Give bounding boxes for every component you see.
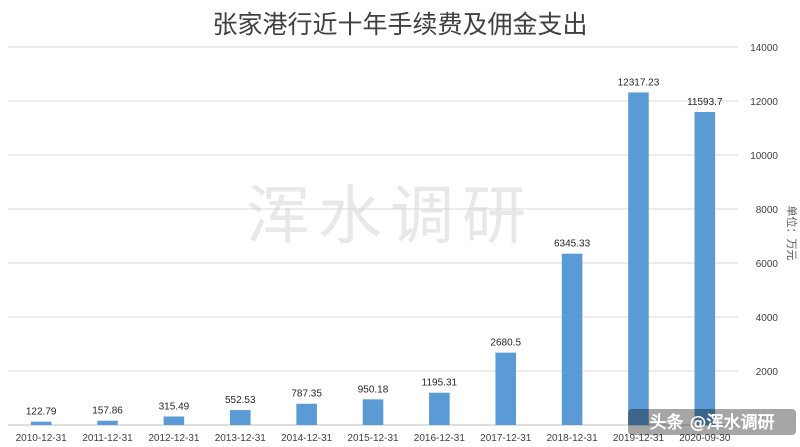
x-axis: 2010-12-31 2011-12-31 2012-12-31 2013-12-31…: [16, 433, 731, 444]
x-tick-label: 2013-12-31: [215, 433, 267, 444]
y-axis: 2000 4000 6000 8000 10000 12000 14000: [750, 43, 778, 378]
data-labels: 122.79 157.86 315.49 552.53 787.35 950.18 1195…: [26, 77, 723, 417]
data-label: 315.49: [159, 401, 190, 412]
x-tick-label: 2019-12-31: [613, 433, 665, 444]
x-tick-label: 2018-12-31: [547, 433, 599, 444]
y-tick-label: 2000: [756, 367, 779, 378]
data-label: 2680.5: [490, 338, 521, 349]
x-tick-label: 2011-12-31: [82, 433, 133, 444]
bar: [97, 420, 118, 425]
data-label: 552.53: [225, 395, 256, 406]
source-badge-bg: [628, 409, 796, 435]
x-tick-label: 2010-12-31: [16, 433, 68, 444]
y-tick-label: 8000: [756, 205, 779, 216]
bar: [229, 410, 251, 425]
source-badge: 头条 @浑水调研: [628, 409, 796, 435]
gridlines: [8, 46, 738, 426]
x-tick-label: 2015-12-31: [347, 433, 399, 444]
x-tick-label: 2012-12-31: [148, 433, 200, 444]
data-label: 122.79: [26, 407, 57, 418]
y-tick-label: 6000: [756, 259, 779, 270]
bar: [694, 111, 716, 426]
bar: [296, 403, 317, 425]
x-tick-label: 2020-09-30: [679, 433, 731, 444]
y-tick-label: 10000: [750, 151, 778, 162]
bar: [628, 92, 649, 426]
data-label: 6345.33: [554, 239, 591, 250]
data-label: 157.86: [92, 406, 123, 417]
x-tick-label: 2016-12-31: [414, 433, 466, 444]
bar: [429, 392, 450, 425]
y-tick-label: 4000: [756, 313, 779, 324]
source-badge-text: 头条 @浑水调研: [650, 412, 775, 433]
bar: [495, 352, 517, 425]
y-axis-label: 单位：万元: [785, 206, 799, 261]
chart-title: 张家港行近十年手续费及佣金支出: [212, 10, 587, 39]
data-label: 12317.23: [618, 77, 660, 88]
data-label: 787.35: [291, 389, 322, 400]
bars: [30, 92, 716, 426]
y-tick-label: 14000: [750, 43, 778, 54]
y-tick-label: 12000: [750, 97, 778, 108]
data-label: 950.18: [358, 384, 389, 395]
bar: [561, 253, 583, 425]
bar: [362, 399, 384, 425]
x-tick-label: 2017-12-31: [480, 433, 532, 444]
watermark: 浑水调研: [246, 180, 534, 254]
bar: [30, 421, 52, 425]
bar: [163, 416, 185, 425]
data-label: 11593.7: [687, 97, 723, 108]
x-tick-label: 2014-12-31: [281, 433, 333, 444]
data-label: 1195.31: [422, 378, 458, 389]
